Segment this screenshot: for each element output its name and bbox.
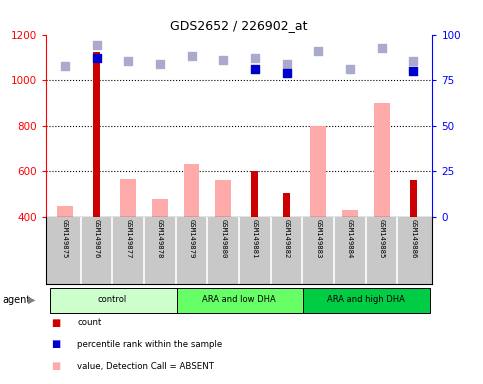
Text: GSM149882: GSM149882 [284,219,290,258]
Text: percentile rank within the sample: percentile rank within the sample [77,340,223,349]
Bar [251,171,258,217]
Bar [215,180,231,217]
Text: GSM149886: GSM149886 [410,219,416,258]
Point [283,60,290,66]
Text: ■: ■ [51,361,60,371]
Point [410,68,417,74]
Bar [311,126,326,217]
Bar [283,192,290,217]
Point [346,66,354,72]
Text: GSM149876: GSM149876 [94,219,99,258]
Bar [120,179,136,217]
Text: ■: ■ [51,383,60,384]
Text: GSM149885: GSM149885 [379,219,384,258]
Text: GSM149879: GSM149879 [188,219,195,258]
Bar [57,205,73,217]
Text: GSM149881: GSM149881 [252,219,258,258]
Point [410,58,417,64]
Bar [342,210,358,217]
Text: GSM149883: GSM149883 [315,219,321,258]
Text: GSM149875: GSM149875 [62,219,68,258]
Text: agent: agent [2,295,30,305]
Bar [184,164,199,217]
Text: GSM149880: GSM149880 [220,219,226,258]
Point [93,55,100,61]
Point [378,45,385,51]
Point [251,55,259,61]
Text: value, Detection Call = ABSENT: value, Detection Call = ABSENT [77,362,214,371]
Text: GSM149884: GSM149884 [347,219,353,258]
Text: control: control [98,295,127,305]
Text: count: count [77,318,101,327]
Bar [152,199,168,217]
Point [93,42,100,48]
Point [314,48,322,54]
Bar [410,180,417,217]
Bar [176,288,303,313]
Point [283,70,290,76]
Text: ■: ■ [51,318,60,328]
Text: GSM149878: GSM149878 [157,219,163,258]
Point [156,61,164,67]
Text: GSM149877: GSM149877 [125,219,131,258]
Bar [50,288,176,313]
Point [124,58,132,64]
Title: GDS2652 / 226902_at: GDS2652 / 226902_at [170,19,308,32]
Text: ARA and low DHA: ARA and low DHA [202,295,276,305]
Point [251,66,259,72]
Point [219,56,227,63]
Point [61,63,69,70]
Bar [303,288,430,313]
Text: ARA and high DHA: ARA and high DHA [327,295,405,305]
Bar [374,103,389,217]
Point [188,53,196,59]
Text: ▶: ▶ [28,295,36,305]
Bar [93,52,100,217]
Text: ■: ■ [51,339,60,349]
